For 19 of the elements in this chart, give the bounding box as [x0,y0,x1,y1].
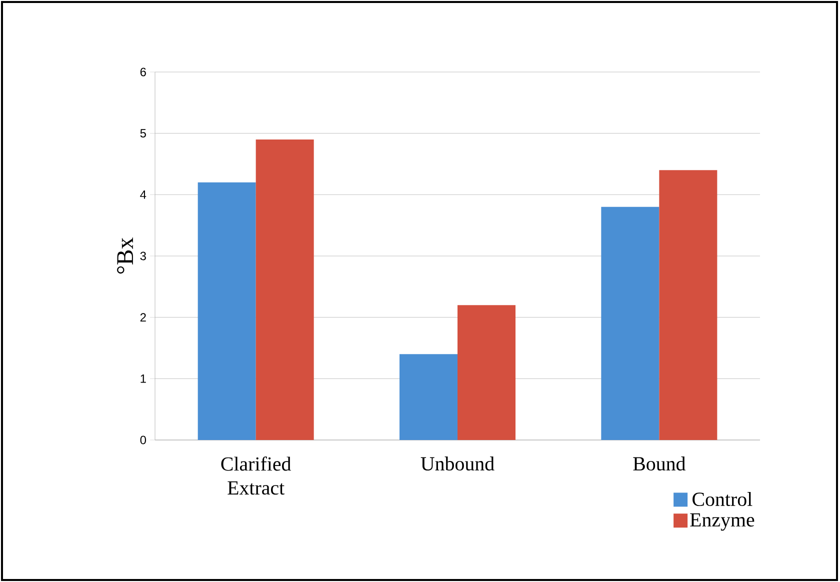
y-tick-label: 6 [140,68,146,76]
legend-label: Enzyme [690,513,754,531]
y-tick-label: 0 [140,436,146,444]
bar [601,206,660,440]
x-tick-label: Clarified Extract [221,456,292,495]
x-tick-label: Bound [633,456,686,471]
y-axis-title: °Bx [117,238,133,274]
bar [400,354,458,440]
x-tick-label: Unbound [420,456,494,471]
bar [198,182,256,440]
y-tick-label: 2 [140,313,146,322]
y-tick-label: 4 [140,190,146,199]
bar [458,305,516,440]
legend-label: Control [692,492,752,506]
y-tick-label: 5 [140,129,146,138]
y-tick-label: 3 [140,252,146,260]
bar [256,139,314,440]
y-tick-label: 1 [140,374,146,383]
bar [659,170,718,440]
